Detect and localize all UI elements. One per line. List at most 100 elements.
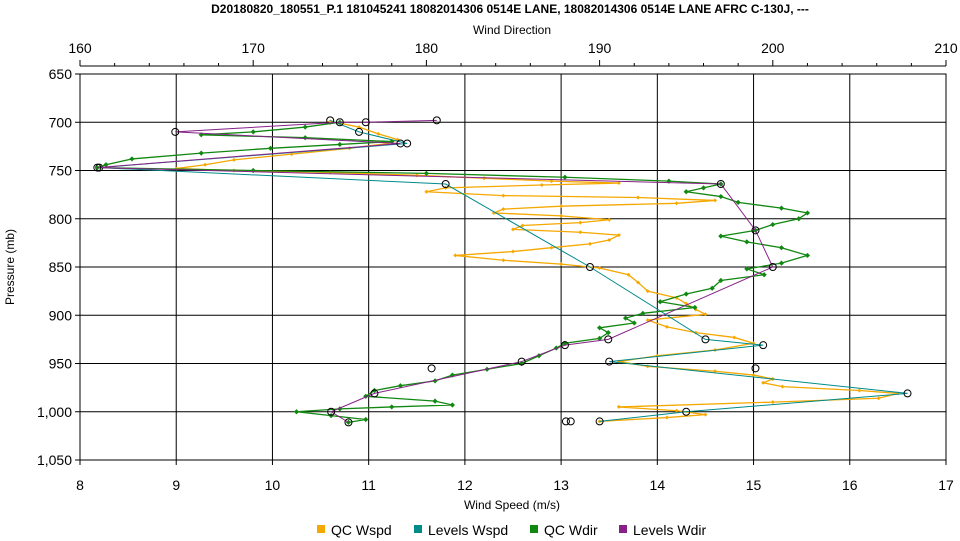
qc-wdir-point <box>129 156 135 162</box>
x-top-tick-label: 210 <box>934 40 958 56</box>
x-bottom-tick-label: 14 <box>650 477 666 493</box>
levels-wdir-point <box>517 357 526 366</box>
qc-wdir-point <box>735 199 741 205</box>
x-top-tick-label: 160 <box>68 40 92 56</box>
qc-wdir-point <box>198 150 204 156</box>
qc-wdir-point <box>397 383 404 389</box>
qc-wdir-point <box>778 245 785 251</box>
qc-wspd-point <box>578 220 583 225</box>
qc-wspd-point <box>732 335 737 340</box>
qc-wdir-point <box>631 320 637 326</box>
levels-wdir-point <box>171 127 180 136</box>
qc-wdir-point <box>449 402 455 408</box>
qc-wspd-point <box>414 173 419 178</box>
stray-level-marker <box>427 364 436 373</box>
qc-wspd-point <box>664 415 669 420</box>
qc-wdir-point <box>363 416 369 423</box>
legend-swatch <box>317 525 325 533</box>
levels-wdir-point <box>335 118 344 127</box>
stray-level-marker <box>751 364 760 373</box>
levels-wspd-point <box>595 417 604 426</box>
y-axis-label: Pressure (mb) <box>3 229 17 305</box>
x-bottom-tick-label: 11 <box>361 477 376 493</box>
x-bottom-tick-label: 8 <box>76 477 84 493</box>
levels-wdir-point <box>560 341 569 350</box>
levels-wdir-point <box>751 226 760 235</box>
plot-frame <box>79 73 947 461</box>
qc-wspd-point <box>770 400 775 405</box>
qc-wdir-point <box>709 285 715 291</box>
qc-wdir-point <box>337 406 343 412</box>
qc-wdir-point <box>718 277 724 284</box>
qc-wspd-point <box>645 364 650 369</box>
qc-wspd-point <box>703 412 708 417</box>
qc-wdir-point <box>804 210 811 216</box>
qc-wdir-point <box>293 409 300 415</box>
y-tick-label: 750 <box>49 163 73 179</box>
qc-wspd-point <box>616 181 621 186</box>
qc-wdir-point <box>432 398 438 404</box>
qc-wspd-point <box>453 253 458 258</box>
qc-wspd-point <box>626 272 631 277</box>
levels-wspd-line <box>99 119 908 422</box>
qc-wdir-point <box>744 239 750 245</box>
stray-level-marker <box>566 417 575 426</box>
qc-wdir-point <box>744 266 750 272</box>
qc-wspd-point <box>607 217 612 222</box>
qc-wspd-line <box>176 120 899 423</box>
qc-wspd-point <box>578 230 583 235</box>
qc-wdir-point <box>562 174 568 180</box>
qc-wspd-point <box>674 408 679 413</box>
qc-wdir-point <box>804 252 811 259</box>
qc-wdir-point <box>718 193 724 200</box>
qc-wspd-point <box>549 179 554 184</box>
qc-wspd-point <box>636 280 641 285</box>
stray-level-marker <box>561 417 570 426</box>
y-tick-label: 1,050 <box>37 452 72 468</box>
qc-wdir-point <box>302 135 308 141</box>
legend-swatch <box>414 525 422 533</box>
y-tick-label: 900 <box>49 307 73 323</box>
levels-wdir-point <box>432 116 441 125</box>
chart-title: D20180820_180551_P.1 181045241 180820143… <box>211 2 809 16</box>
qc-wspd-point <box>511 249 515 254</box>
levels-wdir-point <box>344 418 353 427</box>
legend-swatch <box>530 525 538 533</box>
qc-wspd-point <box>501 193 506 198</box>
levels-wspd-point <box>441 180 450 189</box>
qc-wspd-point <box>876 396 881 401</box>
qc-wdir-point <box>778 205 785 211</box>
qc-wspd-point <box>559 204 564 209</box>
levels-wdir-point <box>361 118 370 127</box>
qc-wdir-point <box>536 353 542 359</box>
levels-wdir-point <box>327 407 336 416</box>
qc-wdir-point <box>337 141 343 148</box>
x-bottom-tick-label: 17 <box>938 477 954 493</box>
qc-wdir-point <box>796 216 802 222</box>
qc-wdir-point <box>267 145 274 151</box>
qc-wspd-point <box>636 195 641 200</box>
levels-wdir-line <box>97 119 774 423</box>
legend-label: QC Wdir <box>544 522 598 538</box>
qc-wdir-point <box>103 162 109 168</box>
qc-wdir-point <box>389 404 395 410</box>
x-bottom-tick-label: 13 <box>553 477 569 493</box>
qc-wspd-point <box>424 189 429 194</box>
x-top-tick-label: 170 <box>242 40 266 56</box>
qc-wspd-point <box>703 312 708 317</box>
qc-wspd-point <box>857 388 862 393</box>
levels-wspd-point <box>605 357 614 366</box>
qc-wspd-point <box>674 201 679 206</box>
qc-wdir-point <box>770 221 776 228</box>
qc-wspd-point <box>511 227 515 232</box>
legend-label: QC Wspd <box>331 522 392 538</box>
y-tick-label: 700 <box>49 114 73 130</box>
qc-wdir-point <box>761 272 767 278</box>
qc-wdir-point <box>683 189 689 195</box>
x-top-tick-label: 180 <box>415 40 439 56</box>
plot-series <box>93 116 912 427</box>
levels-wspd-point <box>903 389 912 398</box>
levels-wdir-point <box>93 163 102 172</box>
qc-wdir-point <box>683 291 689 297</box>
